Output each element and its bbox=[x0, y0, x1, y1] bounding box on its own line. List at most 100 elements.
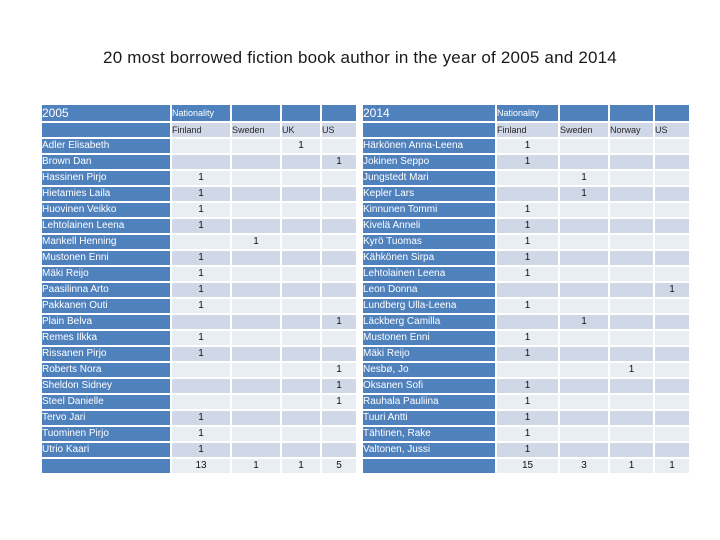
count-cell bbox=[230, 425, 282, 443]
author-name-cell: Lehtolainen Leena bbox=[40, 217, 172, 235]
table-row: Plain Belva 1 bbox=[40, 313, 358, 331]
count-cell: 1 bbox=[653, 281, 691, 299]
count-cell bbox=[170, 233, 232, 251]
count-cell bbox=[558, 345, 610, 363]
count-cell: 1 bbox=[320, 313, 358, 331]
count-cell bbox=[608, 377, 655, 395]
count-cell: 1 bbox=[495, 409, 560, 427]
totals-row: 13 1 1 5 bbox=[40, 457, 358, 475]
empty-header-cell bbox=[320, 103, 358, 123]
count-cell bbox=[230, 169, 282, 187]
count-cell: 1 bbox=[495, 153, 560, 171]
count-cell bbox=[653, 297, 691, 315]
table-row: Mustonen Enni 1 bbox=[361, 329, 691, 347]
empty-name-cell bbox=[40, 121, 172, 139]
count-cell bbox=[608, 409, 655, 427]
empty-header-cell bbox=[280, 103, 322, 123]
count-cell bbox=[320, 233, 358, 251]
count-cell bbox=[230, 217, 282, 235]
count-cell: 1 bbox=[495, 137, 560, 155]
total-count-cell: 3 bbox=[558, 457, 610, 475]
count-cell: 1 bbox=[495, 441, 560, 459]
total-count-cell: 1 bbox=[230, 457, 282, 475]
count-cell bbox=[608, 153, 655, 171]
count-cell bbox=[320, 409, 358, 427]
count-cell bbox=[280, 201, 322, 219]
country-column-header: Finland bbox=[170, 121, 232, 139]
count-cell bbox=[170, 153, 232, 171]
count-cell bbox=[653, 137, 691, 155]
count-cell: 1 bbox=[170, 329, 232, 347]
header-row-countries: Finland Sweden Norway US bbox=[361, 121, 691, 139]
count-cell bbox=[320, 201, 358, 219]
author-name-cell: Leon Donna bbox=[361, 281, 497, 299]
count-cell: 1 bbox=[558, 313, 610, 331]
count-cell bbox=[280, 297, 322, 315]
count-cell bbox=[495, 313, 560, 331]
count-cell bbox=[230, 297, 282, 315]
country-column-header: Sweden bbox=[558, 121, 610, 139]
table-2005: 2005 Nationality Finland Sweden UK US Adler El… bbox=[40, 103, 358, 475]
count-cell bbox=[230, 345, 282, 363]
count-cell bbox=[495, 281, 560, 299]
count-cell bbox=[280, 233, 322, 251]
count-cell bbox=[653, 377, 691, 395]
count-cell bbox=[230, 153, 282, 171]
table-row: Adler Elisabeth 1 bbox=[40, 137, 358, 155]
count-cell bbox=[653, 409, 691, 427]
count-cell: 1 bbox=[320, 361, 358, 379]
count-cell bbox=[608, 297, 655, 315]
table-row: Tähtinen, Rake 1 bbox=[361, 425, 691, 443]
count-cell bbox=[653, 361, 691, 379]
author-name-cell: Kyrö Tuomas bbox=[361, 233, 497, 251]
count-cell bbox=[280, 169, 322, 187]
table-row: Sheldon Sidney 1 bbox=[40, 377, 358, 395]
count-cell bbox=[653, 329, 691, 347]
table-row: Huovinen Veikko 1 bbox=[40, 201, 358, 219]
count-cell bbox=[230, 361, 282, 379]
table-row: Tervo Jari 1 bbox=[40, 409, 358, 427]
count-cell bbox=[653, 153, 691, 171]
count-cell bbox=[653, 313, 691, 331]
count-cell: 1 bbox=[170, 265, 232, 283]
table-row: Pakkanen Outi 1 bbox=[40, 297, 358, 315]
count-cell bbox=[230, 185, 282, 203]
count-cell: 1 bbox=[170, 249, 232, 267]
total-count-cell: 1 bbox=[653, 457, 691, 475]
count-cell bbox=[230, 265, 282, 283]
count-cell: 1 bbox=[495, 249, 560, 267]
author-name-cell: Hietamies Laila bbox=[40, 185, 172, 203]
count-cell bbox=[608, 169, 655, 187]
count-cell bbox=[280, 441, 322, 459]
count-cell bbox=[320, 441, 358, 459]
count-cell: 1 bbox=[495, 233, 560, 251]
count-cell: 1 bbox=[230, 233, 282, 251]
count-cell bbox=[280, 425, 322, 443]
table-row: Hietamies Laila 1 bbox=[40, 185, 358, 203]
nationality-header: Nationality bbox=[170, 103, 232, 123]
count-cell: 1 bbox=[495, 201, 560, 219]
count-cell bbox=[280, 265, 322, 283]
totals-name-cell bbox=[361, 457, 497, 475]
count-cell: 1 bbox=[495, 345, 560, 363]
count-cell bbox=[653, 441, 691, 459]
count-cell bbox=[170, 361, 232, 379]
table-row: Paasilinna Arto 1 bbox=[40, 281, 358, 299]
count-cell bbox=[608, 441, 655, 459]
table-row: Valtonen, Jussi 1 bbox=[361, 441, 691, 459]
count-cell: 1 bbox=[495, 265, 560, 283]
count-cell bbox=[558, 441, 610, 459]
table-row: Tuuri Antti 1 bbox=[361, 409, 691, 427]
count-cell bbox=[558, 297, 610, 315]
count-cell: 1 bbox=[495, 329, 560, 347]
count-cell bbox=[608, 393, 655, 411]
author-name-cell: Utrio Kaari bbox=[40, 441, 172, 459]
table-row: Mäki Reijo 1 bbox=[40, 265, 358, 283]
count-cell: 1 bbox=[170, 425, 232, 443]
table-row: Rissanen Pirjo 1 bbox=[40, 345, 358, 363]
count-cell bbox=[320, 249, 358, 267]
count-cell: 1 bbox=[320, 153, 358, 171]
author-name-cell: Mäki Reijo bbox=[361, 345, 497, 363]
table-row: Remes Ilkka 1 bbox=[40, 329, 358, 347]
author-name-cell: Plain Belva bbox=[40, 313, 172, 331]
